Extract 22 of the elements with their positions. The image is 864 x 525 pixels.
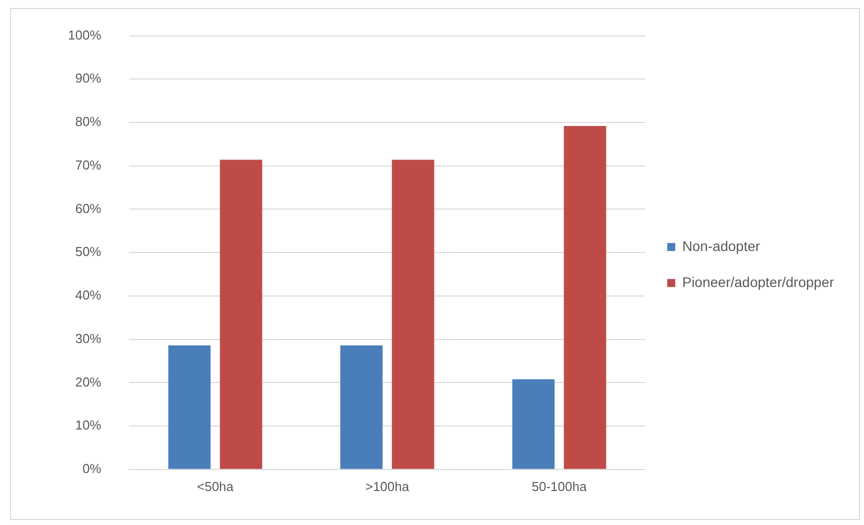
y-tick-label: 90%: [75, 70, 102, 86]
x-tick-label: >100ha: [365, 478, 410, 494]
y-tick-label: 100%: [68, 27, 102, 42]
y-tick-label: 60%: [75, 200, 102, 216]
y-tick-label: 70%: [75, 157, 102, 172]
y-tick-label: 80%: [75, 114, 102, 130]
y-tick-label: 50%: [75, 244, 102, 260]
y-tick-label: 10%: [75, 418, 102, 433]
x-tick-label: <50ha: [196, 478, 234, 494]
x-tick-label: 50-100ha: [532, 478, 588, 494]
legend-label: Pioneer/adopter/dropper: [682, 274, 834, 290]
bar: [512, 379, 555, 469]
y-tick-label: 30%: [75, 330, 102, 346]
legend-label: Non-adopter: [682, 238, 760, 254]
y-tick-label: 0%: [82, 460, 102, 476]
bar: [392, 160, 434, 469]
y-tick-label: 20%: [75, 374, 102, 390]
bar: [168, 345, 211, 469]
bar: [220, 160, 262, 469]
y-tick-label: 40%: [75, 288, 102, 303]
bar: [564, 126, 606, 469]
bar: [340, 345, 383, 469]
